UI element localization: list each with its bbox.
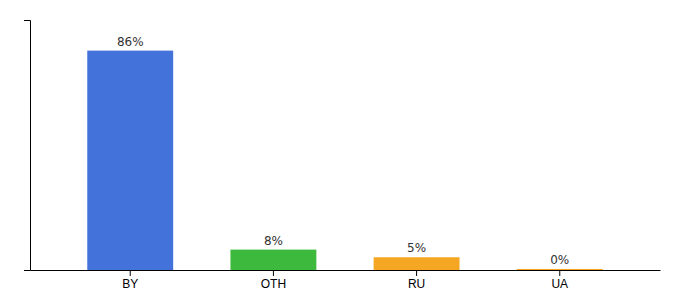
x-tick-label: RU (408, 277, 425, 291)
data-label: 0% (550, 253, 569, 267)
bars (87, 51, 602, 270)
plot: BY OTH RU UA 86% 8% 5% 0% (24, 21, 661, 291)
x-tick-label: BY (122, 277, 138, 291)
x-tick: UA (551, 270, 568, 291)
y-axis-line (24, 21, 31, 271)
bar (87, 51, 173, 270)
y-axis (24, 21, 31, 271)
x-axis: BY OTH RU UA (31, 270, 661, 291)
data-labels: 86% 8% 5% 0% (117, 35, 569, 267)
x-tick-mark (559, 270, 560, 276)
x-tick: OTH (261, 270, 286, 291)
bar (517, 269, 603, 270)
x-tick-label: OTH (261, 277, 286, 291)
x-tick-mark (416, 270, 417, 276)
chart: BY OTH RU UA 86% 8% 5% 0% (0, 0, 680, 300)
x-tick: RU (408, 270, 425, 291)
data-label: 86% (117, 35, 144, 49)
x-tick-mark (273, 270, 274, 276)
data-label: 8% (264, 234, 283, 248)
x-axis-line (31, 270, 661, 271)
bar (374, 257, 460, 270)
x-tick-label: UA (551, 277, 568, 291)
bar (230, 250, 316, 270)
data-label: 5% (407, 241, 426, 255)
x-tick-mark (130, 270, 131, 276)
x-tick: BY (122, 270, 138, 291)
